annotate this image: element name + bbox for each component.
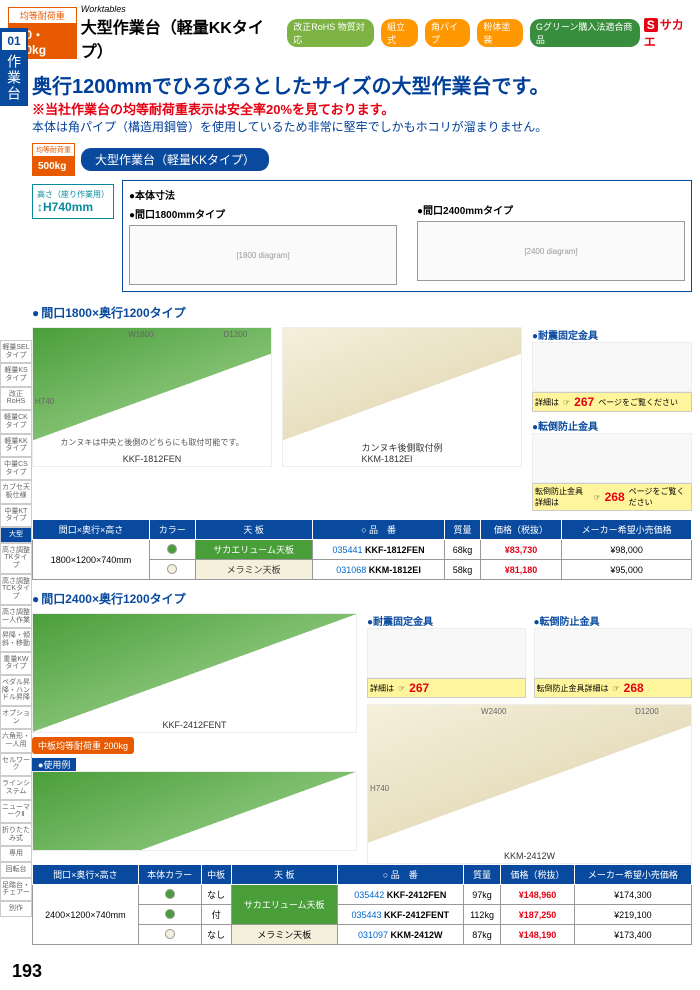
sidebar-item[interactable]: 足踏台・チェアー bbox=[0, 878, 32, 901]
dimensions-diagram-box: ●本体寸法 ●間口1800mmタイプ [1800 diagram] . ●間口2… bbox=[122, 180, 692, 292]
sidebar-item[interactable]: セルワーク bbox=[0, 753, 32, 776]
sub-load-value: 500kg bbox=[32, 157, 75, 176]
sidebar-item[interactable]: 回転台 bbox=[0, 862, 32, 878]
badge-pipe: 角パイプ bbox=[425, 19, 470, 47]
product-image-kkm1812: カンヌキ後側取付例KKM-1812EI bbox=[282, 327, 522, 467]
sidebar-item[interactable]: 軽量KSタイプ bbox=[0, 363, 32, 386]
badge-assembly: 組立式 bbox=[381, 19, 418, 47]
product-image-kkf2412t: KKF-2412FENT bbox=[32, 613, 357, 733]
hero-line-1: 奥行1200mmでひろびろとしたサイズの大型作業台です。 bbox=[32, 70, 692, 99]
use-example-label: ●使用例 bbox=[32, 758, 76, 772]
brand-logo: Sサカエ bbox=[644, 16, 692, 50]
section-1-title: 間口1800×奥行1200タイプ bbox=[32, 304, 692, 321]
accessory-tipover: 転倒防止金具 転倒防止金具詳細は ☞268ページをご覧ください bbox=[532, 418, 692, 511]
sidebar-item[interactable]: 中量CSタイプ bbox=[0, 457, 32, 480]
sidebar-item[interactable]: 重量KWタイプ bbox=[0, 652, 32, 675]
height-badge: 高さ（座り作業用） ↕H740mm bbox=[32, 184, 114, 219]
use-example-image bbox=[32, 771, 357, 851]
sidebar-item[interactable]: 六角形・一人用 bbox=[0, 729, 32, 752]
category-label: 作業台 bbox=[4, 54, 24, 102]
accessory-tipover-2: 転倒防止金具 転倒防止金具詳細は ☞268 bbox=[534, 613, 693, 698]
badge-paint: 粉体塗装 bbox=[477, 19, 522, 47]
dim-diagram-1800: [1800 diagram] bbox=[129, 225, 397, 285]
sidebar-item[interactable]: 改正RoHS bbox=[0, 387, 32, 410]
spec-table-2: 間口×奥行×高さ本体カラー中板天 板○ 品 番質量価格（税抜）メーカー希望小売価… bbox=[32, 864, 692, 945]
spec-table-1: 間口×奥行×高さカラー天 板○ 品 番質量価格（税抜）メーカー希望小売価格180… bbox=[32, 519, 692, 580]
worktables-en: Worktables bbox=[81, 4, 281, 14]
hero-line-3: 本体は角パイプ（構造用鋼管）を使用しているため非常に堅牢でしかもホコリが溜まりま… bbox=[32, 118, 692, 135]
accessory-seismic-2: 耐震固定金具 詳細は ☞267 bbox=[367, 613, 526, 698]
sidebar-category-tab: 01 作業台 bbox=[0, 28, 28, 106]
section-2-title: 間口2400×奥行1200タイプ bbox=[32, 590, 692, 607]
sidebar-item[interactable]: 中量KTタイプ bbox=[0, 504, 32, 527]
seismic-bracket-image bbox=[532, 342, 692, 392]
sidebar-item[interactable]: 専用 bbox=[0, 846, 32, 862]
page-header: 均等耐荷重 200・500kg Worktables 大型作業台（軽量KKタイプ… bbox=[0, 0, 700, 66]
sidebar-item[interactable]: 昇降・傾斜・移動 bbox=[0, 628, 32, 651]
hero-line-2: ※当社作業台の均等耐荷重表示は安全率20%を見ております。 bbox=[32, 99, 692, 118]
sidebar-item[interactable]: 別作 bbox=[0, 901, 32, 917]
sidebar-item[interactable]: ペダル昇降・ハンドル昇降 bbox=[0, 675, 32, 706]
sidebar-item[interactable]: カブセ天板仕様 bbox=[0, 480, 32, 503]
sidebar-item[interactable]: 高さ調整TKタイプ bbox=[0, 543, 32, 574]
sub-title: 大型作業台（軽量KKタイプ） bbox=[81, 148, 269, 171]
sidebar-item[interactable]: 軽量SELタイプ bbox=[0, 340, 32, 363]
sidebar-nav: 軽量SELタイプ軽量KSタイプ改正RoHS軽量CKタイプ軽量KKタイプ中量CSタ… bbox=[0, 340, 32, 917]
sidebar-item[interactable]: 高さ調整一人作業 bbox=[0, 605, 32, 628]
page-number: 193 bbox=[0, 955, 700, 988]
sidebar-item[interactable]: 軽量CKタイプ bbox=[0, 410, 32, 433]
shelf-load-note: 中板均等耐荷重 200kg bbox=[32, 737, 134, 754]
load-label: 均等耐荷重 bbox=[8, 7, 77, 24]
hero-copy: 奥行1200mmでひろびろとしたサイズの大型作業台です。 ※当社作業台の均等耐荷… bbox=[0, 66, 700, 139]
sidebar-item[interactable]: 大型 bbox=[0, 527, 32, 543]
product-image-kkm2412w: W2400 D1200 H740 KKM-2412W bbox=[367, 704, 692, 864]
sidebar-item[interactable]: 高さ調整TCKタイプ bbox=[0, 574, 32, 605]
page-title: 大型作業台（軽量KKタイプ） bbox=[81, 14, 281, 62]
sidebar-item[interactable]: ニューマークⅡ bbox=[0, 800, 32, 823]
tipover-bracket-image bbox=[532, 433, 692, 483]
category-number: 01 bbox=[2, 32, 26, 50]
sidebar-item[interactable]: ラインシステム bbox=[0, 776, 32, 799]
badge-rohs: 改正RoHS 物質対応 bbox=[287, 19, 374, 47]
product-image-kkf1812: W1800 D1200 H740 KKF-1812FEN カンヌキは中央と後側の… bbox=[32, 327, 272, 467]
accessory-seismic: 耐震固定金具 詳細は ☞267ページをご覧ください bbox=[532, 327, 692, 412]
sidebar-item[interactable]: オプション bbox=[0, 706, 32, 729]
badge-green: Gグリーン購入法適合商品 bbox=[530, 19, 640, 47]
subheader: 均等耐荷重 500kg 大型作業台（軽量KKタイプ） bbox=[32, 143, 700, 176]
sidebar-item[interactable]: 折りたたみ式 bbox=[0, 823, 32, 846]
sidebar-item[interactable]: 軽量KKタイプ bbox=[0, 434, 32, 457]
dim-diagram-2400: [2400 diagram] bbox=[417, 221, 685, 281]
